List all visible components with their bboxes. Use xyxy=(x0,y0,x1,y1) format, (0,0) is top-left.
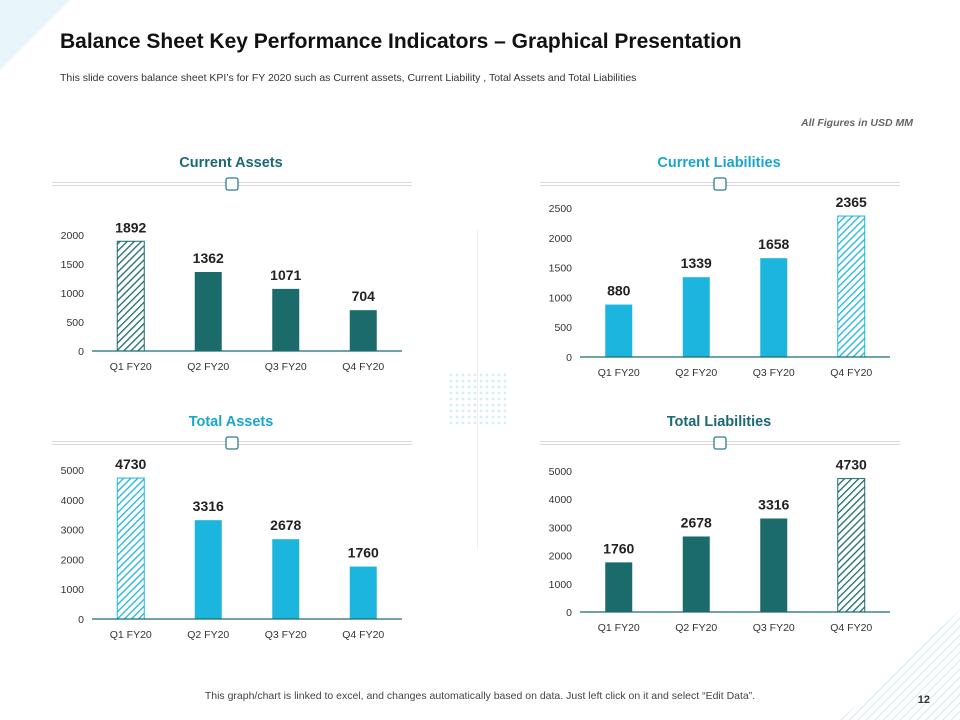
y-tick-label: 5000 xyxy=(549,466,573,478)
y-tick-label: 2000 xyxy=(549,551,573,563)
chart-title: Total Assets xyxy=(189,414,274,430)
chart-header-marker-icon xyxy=(713,436,727,450)
page-number: 12 xyxy=(917,694,930,706)
bar[interactable] xyxy=(272,288,300,351)
y-tick-label: 1000 xyxy=(549,292,573,304)
x-category-label: Q1 FY20 xyxy=(110,629,152,641)
y-tick-label: 1000 xyxy=(549,579,573,591)
x-category-label: Q4 FY20 xyxy=(830,367,872,379)
y-tick-label: 0 xyxy=(566,352,572,364)
data-label: 1071 xyxy=(270,267,301,283)
x-category-label: Q2 FY20 xyxy=(187,361,229,373)
bar[interactable] xyxy=(682,536,710,612)
footer-note: This graph/chart is linked to excel, and… xyxy=(204,690,756,702)
chart-title: Total Liabilities xyxy=(667,414,771,430)
x-category-label: Q4 FY20 xyxy=(342,361,384,373)
x-category-label: Q4 FY20 xyxy=(830,622,872,634)
data-label: 1760 xyxy=(603,540,634,556)
page-title: Balance Sheet Key Performance Indicators… xyxy=(60,30,742,53)
bar[interactable] xyxy=(349,566,377,619)
y-tick-label: 4000 xyxy=(549,494,573,506)
data-label: 880 xyxy=(607,283,631,299)
x-category-label: Q1 FY20 xyxy=(598,367,640,379)
bar[interactable] xyxy=(682,277,710,357)
data-label: 2678 xyxy=(681,514,712,530)
y-tick-label: 0 xyxy=(78,614,84,626)
bar[interactable] xyxy=(116,477,145,620)
data-label: 1892 xyxy=(115,219,146,235)
x-category-label: Q1 FY20 xyxy=(110,361,152,373)
bar[interactable] xyxy=(194,272,222,351)
data-label: 4730 xyxy=(115,456,146,472)
y-tick-label: 0 xyxy=(78,346,84,358)
bar[interactable] xyxy=(837,215,866,358)
y-tick-label: 2000 xyxy=(61,230,85,242)
data-label: 1760 xyxy=(348,545,379,561)
y-tick-label: 1000 xyxy=(61,288,85,300)
y-tick-label: 4000 xyxy=(61,495,85,507)
x-category-label: Q2 FY20 xyxy=(675,622,717,634)
chart-header-marker-icon xyxy=(713,177,727,191)
y-tick-label: 1000 xyxy=(61,584,85,596)
x-category-label: Q3 FY20 xyxy=(753,367,795,379)
bar[interactable] xyxy=(760,258,788,357)
bar[interactable] xyxy=(349,310,377,351)
bar[interactable] xyxy=(837,478,866,613)
vertical-divider xyxy=(477,230,478,550)
bar[interactable] xyxy=(760,518,788,612)
y-tick-label: 3000 xyxy=(61,525,85,537)
chart-header-marker-icon xyxy=(225,177,239,191)
corner-decoration-top-left xyxy=(0,0,70,70)
data-label: 3316 xyxy=(758,496,789,512)
y-tick-label: 1500 xyxy=(549,263,573,275)
bar[interactable] xyxy=(194,520,222,619)
x-category-label: Q2 FY20 xyxy=(187,629,229,641)
x-category-label: Q4 FY20 xyxy=(342,629,384,641)
y-tick-label: 0 xyxy=(566,607,572,619)
y-tick-label: 2000 xyxy=(61,554,85,566)
bar[interactable] xyxy=(272,539,300,619)
corner-decoration-bottom-right xyxy=(840,610,960,720)
data-label: 1658 xyxy=(758,236,789,252)
chart-header-marker-icon xyxy=(225,436,239,450)
x-category-label: Q2 FY20 xyxy=(675,367,717,379)
data-label: 3316 xyxy=(193,498,224,514)
data-label: 2365 xyxy=(836,194,867,210)
data-label: 2678 xyxy=(270,517,301,533)
data-label: 704 xyxy=(352,288,376,304)
page-subtitle: This slide covers balance sheet KPI’s fo… xyxy=(60,72,637,84)
x-category-label: Q3 FY20 xyxy=(265,361,307,373)
data-label: 1362 xyxy=(193,250,224,266)
x-category-label: Q3 FY20 xyxy=(753,622,795,634)
y-tick-label: 5000 xyxy=(61,465,85,477)
units-note: All Figures in USD MM xyxy=(800,117,913,129)
x-category-label: Q3 FY20 xyxy=(265,629,307,641)
chart-title: Current Liabilities xyxy=(657,155,780,171)
y-tick-label: 2000 xyxy=(549,233,573,245)
bar[interactable] xyxy=(605,562,633,612)
y-tick-label: 1500 xyxy=(61,259,85,271)
bar[interactable] xyxy=(605,304,633,357)
y-tick-label: 2500 xyxy=(549,203,573,215)
data-label: 4730 xyxy=(836,457,867,473)
data-label: 1339 xyxy=(681,255,712,271)
y-tick-label: 500 xyxy=(66,317,84,329)
chart-title: Current Assets xyxy=(179,155,282,171)
x-category-label: Q1 FY20 xyxy=(598,622,640,634)
y-tick-label: 3000 xyxy=(549,522,573,534)
y-tick-label: 500 xyxy=(554,322,572,334)
